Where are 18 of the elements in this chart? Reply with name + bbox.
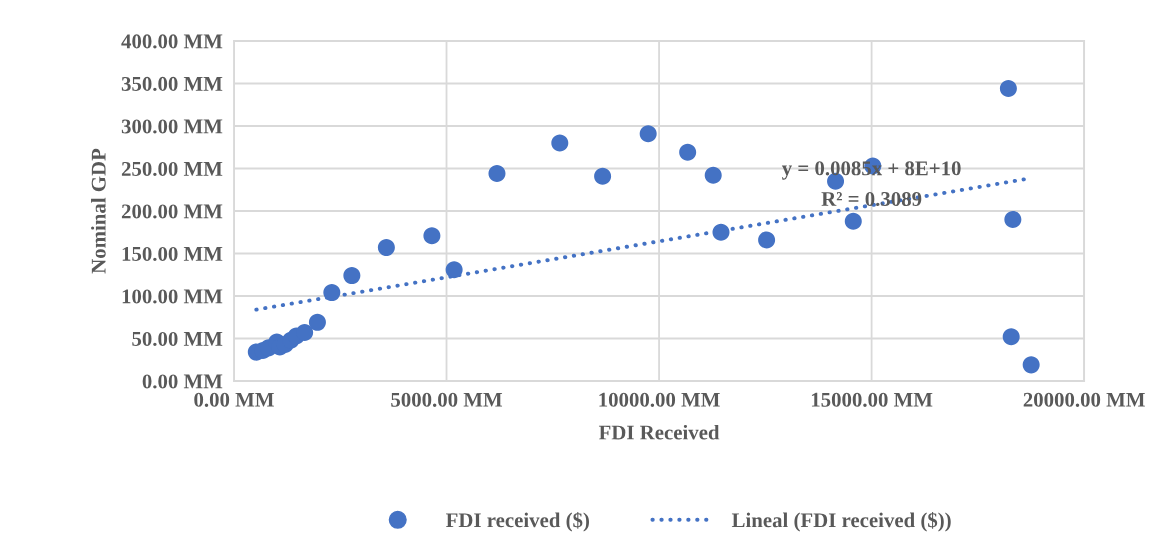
y-tick-label: 0.00 MM (142, 374, 223, 389)
x-tick-label: 0.00 MM (194, 392, 274, 407)
y-tick-label: 200.00 MM (121, 204, 223, 219)
x-tick-label: 15000.00 MM (811, 392, 933, 407)
legend-label: Lineal (FDI received ($)) (731, 511, 951, 532)
x-tick-label: 10000.00 MM (599, 392, 720, 407)
x-tick-label: 20000.00 MM (1023, 392, 1145, 407)
y-tick-label: 250.00 MM (121, 161, 223, 177)
y-tick-label: 300.00 MM (121, 119, 223, 134)
y-tick-label: 150.00 MM (122, 246, 223, 262)
y-tick-label: 50.00 MM (132, 331, 223, 347)
y-axis-title: Nominal GDP (91, 148, 106, 274)
y-tick-label: 400.00 MM (121, 34, 223, 49)
y-tick-label: 100.00 MM (122, 289, 223, 304)
y-tick-label: 350.00 MM (121, 76, 223, 92)
x-axis-title: FDI Received (598, 424, 720, 440)
legend-label: FDI received ($) (446, 511, 589, 532)
x-tick-label: 5000.00 MM (391, 392, 503, 407)
